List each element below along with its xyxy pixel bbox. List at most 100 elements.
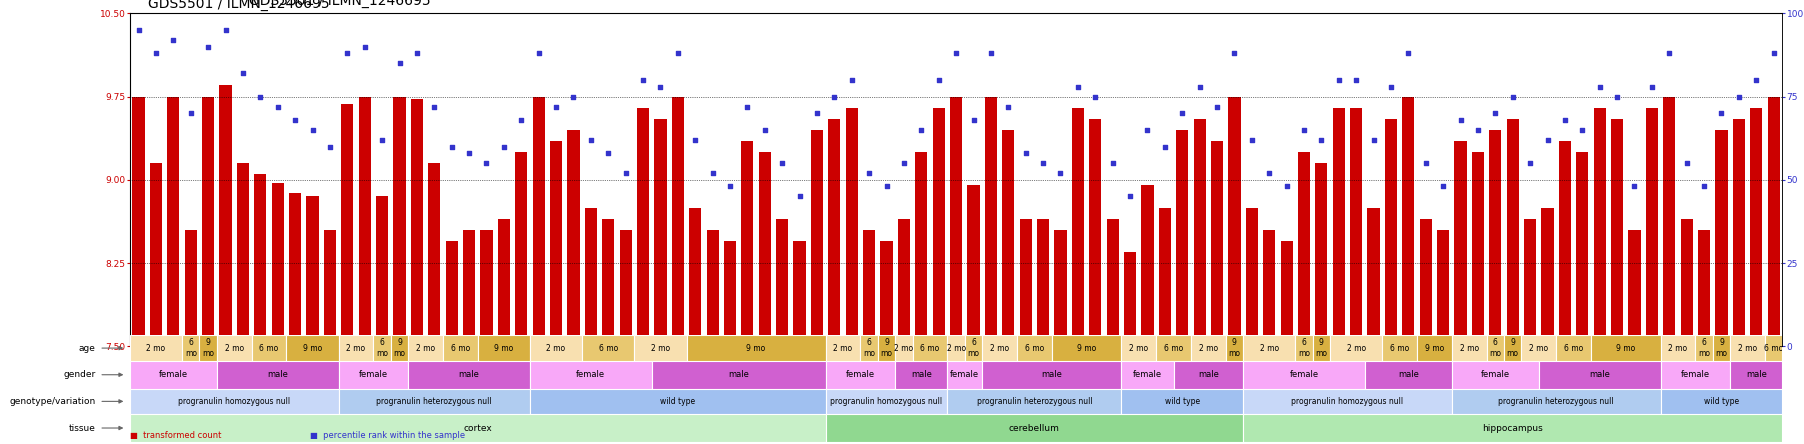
Point xyxy=(1602,93,1631,100)
Text: female: female xyxy=(159,370,188,379)
Text: male: male xyxy=(1746,370,1766,379)
Bar xyxy=(1716,130,1728,346)
Bar xyxy=(1734,119,1744,346)
Text: 9
mo: 9 mo xyxy=(1506,338,1519,358)
Bar xyxy=(880,241,893,346)
Point xyxy=(732,103,761,110)
Bar xyxy=(130,414,826,442)
Text: male: male xyxy=(1041,370,1063,379)
Point xyxy=(855,170,884,177)
Text: 6 mo: 6 mo xyxy=(599,344,617,353)
Point xyxy=(1690,183,1719,190)
Bar xyxy=(478,335,530,361)
Point xyxy=(1185,83,1214,90)
Bar xyxy=(1122,388,1243,414)
Bar xyxy=(947,335,965,361)
Point xyxy=(1707,110,1735,117)
Bar xyxy=(1452,388,1661,414)
Point xyxy=(245,93,274,100)
Bar xyxy=(272,183,283,346)
Bar xyxy=(637,108,649,346)
Bar xyxy=(1124,252,1137,346)
Bar xyxy=(1452,335,1486,361)
Bar xyxy=(168,97,179,346)
Bar xyxy=(981,361,1122,388)
Point xyxy=(716,183,745,190)
Point xyxy=(141,50,170,57)
Point xyxy=(1586,83,1615,90)
Bar xyxy=(220,86,231,346)
Text: GDS5501 / ILMN_1246695: GDS5501 / ILMN_1246695 xyxy=(148,0,330,11)
Text: 6
mo: 6 mo xyxy=(184,338,197,358)
Point xyxy=(1203,103,1232,110)
Bar xyxy=(480,230,492,346)
Point xyxy=(1342,76,1371,83)
Point xyxy=(124,27,153,34)
Bar xyxy=(1505,335,1521,361)
Bar xyxy=(655,119,666,346)
Bar xyxy=(373,335,391,361)
Text: 9
mo: 9 mo xyxy=(880,338,893,358)
Text: 6 mo: 6 mo xyxy=(1164,344,1183,353)
Bar xyxy=(1037,219,1050,346)
Text: gender: gender xyxy=(63,370,96,379)
Text: 9 mo: 9 mo xyxy=(494,344,514,353)
Bar xyxy=(1698,230,1710,346)
Bar xyxy=(1366,361,1452,388)
Bar xyxy=(339,361,408,388)
Bar xyxy=(741,141,754,346)
Text: tissue: tissue xyxy=(69,424,96,432)
Point xyxy=(1115,193,1144,200)
Bar xyxy=(1247,208,1257,346)
Bar xyxy=(1349,108,1362,346)
Bar xyxy=(1591,335,1661,361)
Text: 2 mo: 2 mo xyxy=(1346,344,1366,353)
Bar xyxy=(1158,208,1171,346)
Point xyxy=(994,103,1023,110)
Bar xyxy=(828,119,841,346)
Bar xyxy=(1452,361,1539,388)
Bar xyxy=(216,335,251,361)
Bar xyxy=(130,361,216,388)
Point xyxy=(976,50,1005,57)
Bar xyxy=(428,163,440,346)
Bar xyxy=(861,335,879,361)
Text: wild type: wild type xyxy=(1705,397,1739,406)
Bar xyxy=(202,97,215,346)
Bar xyxy=(1122,361,1174,388)
Text: 6 mo: 6 mo xyxy=(920,344,940,353)
Text: cerebellum: cerebellum xyxy=(1008,424,1059,432)
Bar xyxy=(1174,361,1243,388)
Text: 9
mo: 9 mo xyxy=(1315,338,1328,358)
Bar xyxy=(289,193,301,346)
Point xyxy=(1743,76,1772,83)
Point xyxy=(871,183,900,190)
Bar xyxy=(1281,241,1293,346)
Bar xyxy=(1385,119,1396,346)
Bar xyxy=(985,97,998,346)
Bar xyxy=(132,97,144,346)
Bar xyxy=(723,241,736,346)
Bar xyxy=(236,163,249,346)
Bar xyxy=(1263,230,1275,346)
Point xyxy=(960,116,989,123)
Bar xyxy=(1681,219,1692,346)
Bar xyxy=(933,108,945,346)
Point xyxy=(507,116,536,123)
Bar xyxy=(898,219,909,346)
Point xyxy=(907,126,936,133)
Text: 2 mo: 2 mo xyxy=(651,344,669,353)
Bar xyxy=(200,335,216,361)
Bar xyxy=(1176,130,1189,346)
Point xyxy=(1376,83,1405,90)
Bar xyxy=(879,335,895,361)
Text: 9
mo: 9 mo xyxy=(1716,338,1728,358)
Bar xyxy=(550,141,563,346)
Point xyxy=(559,93,588,100)
Bar xyxy=(1768,97,1781,346)
Point xyxy=(1290,126,1319,133)
Point xyxy=(334,50,363,57)
Point xyxy=(1238,136,1266,143)
Point xyxy=(1028,160,1057,167)
Text: 2 mo: 2 mo xyxy=(1200,344,1218,353)
